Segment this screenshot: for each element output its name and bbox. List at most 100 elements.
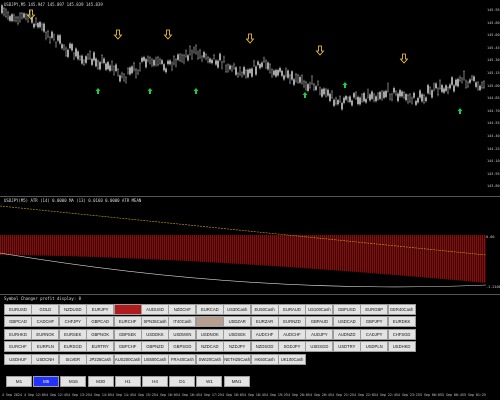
symbol-button[interactable]: AUS200Cash [113, 353, 142, 365]
timeframe-button-m5[interactable]: M5 [33, 376, 60, 387]
symbol-button[interactable]: EURUSD [4, 304, 32, 315]
symbol-button[interactable]: USDSEK [223, 328, 252, 340]
symbol-button[interactable]: AUDNZD [332, 328, 361, 340]
timeframe-button-h1[interactable]: H1 [114, 376, 141, 387]
symbol-button[interactable]: EURGBP [360, 304, 389, 315]
timeframe-button-m15[interactable]: M15 [60, 376, 87, 387]
histogram-bar [184, 235, 186, 261]
symbol-button[interactable]: GBPJPY [360, 316, 389, 328]
symbol-button[interactable]: GBPAUD [305, 316, 334, 328]
symbol-button[interactable]: US500Cash [141, 353, 169, 365]
symbol-button[interactable]: EURSGD [58, 341, 87, 353]
symbol-button[interactable]: GOLD [31, 304, 60, 315]
candle-body [441, 85, 443, 92]
symbol-button[interactable]: US100Cash [305, 304, 334, 315]
symbol-button[interactable]: USDZAR [223, 316, 252, 328]
symbol-button[interactable]: AUDCHF [250, 328, 279, 340]
symbol-button[interactable]: GBPSEK [113, 328, 142, 340]
symbol-button[interactable]: GBPSGD [168, 341, 197, 353]
symbol-button[interactable]: USDDKK [141, 328, 169, 340]
price-chart[interactable]: USDJPY,M5 145.947 145.897 145.839 145.83… [0, 0, 500, 196]
symbol-button[interactable]: NZDSGD [250, 341, 279, 353]
candle-body [161, 60, 163, 64]
symbol-button[interactable]: USDSGD [305, 341, 334, 353]
symbol-button[interactable]: CADCHF [31, 316, 60, 328]
histogram-bar [234, 235, 236, 264]
symbol-button[interactable]: USDCAD [332, 316, 361, 328]
timeframe-button-mn1[interactable]: MN1 [223, 376, 250, 387]
symbol-button[interactable]: AUDUSD [141, 304, 169, 315]
symbol-button[interactable]: EURCHF [4, 341, 32, 353]
histogram-bar [380, 235, 382, 274]
timeframe-button-d1[interactable]: D1 [169, 376, 196, 387]
symbol-button[interactable]: EURZAR [250, 316, 279, 328]
histogram-bar [448, 235, 450, 280]
candle-body [25, 14, 27, 20]
price-axis-label: 145.00 [487, 83, 500, 88]
timeframe-button-m30[interactable]: M30 [87, 376, 114, 387]
symbol-button[interactable] [195, 316, 224, 328]
symbol-button[interactable]: EURDKK [387, 316, 416, 328]
symbol-button[interactable]: CHFJPY [58, 316, 87, 328]
symbol-button[interactable]: EURHKD [4, 328, 32, 340]
timeframe-button-w1[interactable]: W1 [196, 376, 223, 387]
symbol-button[interactable]: SPN35Cash [141, 316, 169, 328]
symbol-button[interactable]: NZDCHF [168, 304, 197, 315]
symbol-button[interactable]: USDCNH [31, 353, 60, 365]
symbol-button[interactable]: EURCHF [113, 316, 142, 328]
symbol-button[interactable]: USDNOK [195, 328, 224, 340]
timeframe-button-h4[interactable]: H4 [142, 376, 168, 387]
symbol-button[interactable]: FRA40Cash [168, 353, 197, 365]
symbol-button[interactable]: EURPLN [31, 341, 60, 353]
histogram-bar [208, 235, 210, 263]
symbol-button[interactable]: GBPCHF [113, 341, 142, 353]
symbol-button[interactable]: SGDJPY [278, 341, 306, 353]
symbol-button[interactable]: CADJPY [360, 328, 389, 340]
symbol-button[interactable] [113, 304, 142, 315]
symbol-button[interactable]: NZDJPY [223, 341, 252, 353]
candle-body [187, 55, 189, 61]
symbol-button[interactable]: NZDUSD [58, 304, 87, 315]
symbol-button[interactable]: GBPCAD [4, 316, 32, 328]
symbol-button[interactable]: USDHUF [4, 353, 32, 365]
symbol-button[interactable]: CHFSGD [387, 328, 416, 340]
symbol-button[interactable]: USDPLN [360, 341, 389, 353]
symbol-button[interactable]: IT40Cash [168, 316, 197, 328]
symbol-button[interactable]: EURNZD [278, 316, 306, 328]
histogram-bar [370, 235, 372, 274]
symbol-button[interactable]: GBPCAD [86, 316, 115, 328]
symbol-button[interactable]: USDTRY [332, 341, 361, 353]
symbol-button[interactable]: EURSEK [58, 328, 87, 340]
symbol-button[interactable]: EU50Cash [250, 304, 279, 315]
symbol-button[interactable]: GBPUSD [332, 304, 361, 315]
candle-body [169, 60, 171, 65]
symbol-button[interactable]: UK100Cash [278, 353, 306, 365]
symbol-button[interactable]: AUDJPY [305, 328, 334, 340]
symbol-button[interactable]: SWI20Cash [195, 353, 224, 365]
candlestick-plot[interactable] [0, 0, 486, 196]
symbol-button[interactable]: SILVER [58, 353, 87, 365]
candle-body [315, 86, 317, 90]
indicator-pane[interactable]: USDJPY(M5) ATR (14) 0.0000 MA (13) 0.016… [0, 197, 500, 294]
symbol-button[interactable]: EURTRY [86, 341, 115, 353]
symbol-button[interactable]: EURNOK [31, 328, 60, 340]
timeframe-button-m1[interactable]: M1 [6, 376, 32, 387]
symbol-button[interactable]: NETH25Cash [223, 353, 252, 365]
symbol-button[interactable]: GBPNZD [141, 341, 169, 353]
symbol-button[interactable]: EURJPY [86, 304, 115, 315]
pane-divider[interactable] [0, 196, 500, 197]
symbol-button[interactable]: USDHKD [387, 341, 416, 353]
symbol-button[interactable]: EURAUD [278, 304, 306, 315]
symbol-button[interactable]: US30Cash [223, 304, 252, 315]
symbol-button[interactable]: EURCAD [195, 304, 224, 315]
candle-body [71, 44, 73, 51]
pane-divider[interactable] [0, 294, 500, 295]
candle-body [391, 93, 393, 101]
symbol-button[interactable]: JP225Cash [86, 353, 115, 365]
symbol-button[interactable]: GBPNOK [86, 328, 115, 340]
symbol-button[interactable]: NZDCAD [195, 341, 224, 353]
symbol-button[interactable]: GER40Cash [387, 304, 416, 315]
symbol-button[interactable]: AUDCHF [278, 328, 306, 340]
symbol-button[interactable]: HK50Cash [250, 353, 279, 365]
symbol-button[interactable]: USDMXN [168, 328, 197, 340]
